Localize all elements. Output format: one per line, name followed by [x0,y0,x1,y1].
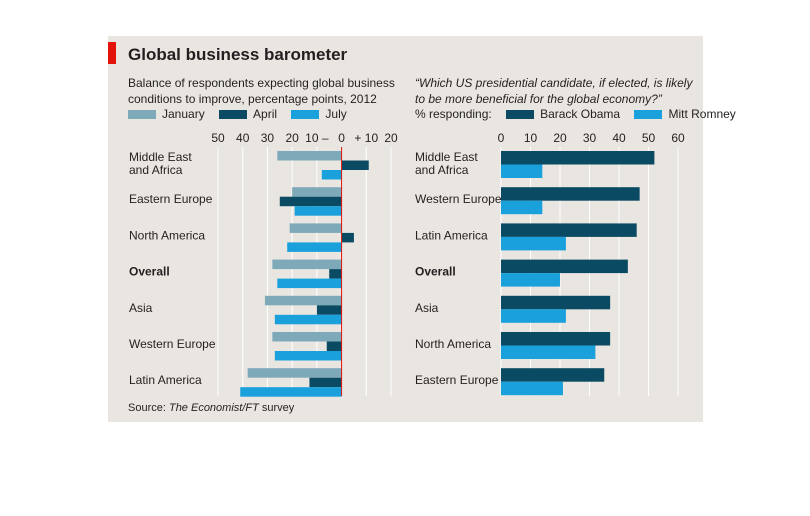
bar-mitt-romney [501,164,543,178]
bar-april [326,341,342,351]
x-tick-label: 10 – [305,131,329,145]
category-label: North America [129,228,205,242]
category-label: Asia [129,301,153,315]
legend-obama: Barack Obama [506,107,620,121]
bar-april [341,160,369,170]
bar-mitt-romney [501,381,563,396]
bar-january [277,151,342,161]
source-prefix: Source: [128,402,169,414]
x-tick-label: 50 [211,131,225,145]
bar-mitt-romney [501,273,560,287]
legend-romney-swatch [634,110,663,120]
bar-barack-obama [501,187,640,201]
right-chart: 0 10 20 30 40 50 60 Middle East and Africa Wester… [415,131,685,396]
bar-january [272,259,342,270]
bar-barack-obama [501,332,611,346]
legend-april: April [219,107,277,121]
bar-january [247,368,342,378]
x-tick-label: 40 [612,131,626,145]
legend-july-swatch [291,110,320,120]
legend-obama-label: Barack Obama [540,107,621,121]
right-subtitle-line2: to be more beneficial for the global eco… [415,92,662,106]
bar-barack-obama [501,223,637,237]
bar-barack-obama [501,151,655,165]
bar-april [329,269,342,279]
bar-april [309,377,342,388]
category-label: Middle East and Africa [129,150,192,177]
category-label: Overall [129,265,170,279]
x-tick-label: 0 [498,131,505,145]
category-label: Overall [415,265,456,279]
bar-barack-obama [501,368,605,382]
x-tick-label: 10 [524,131,538,145]
legend-july: July [291,107,347,121]
legend-romney-label: Mitt Romney [668,107,736,121]
brand-red-tag [108,42,116,64]
bar-april [279,196,342,207]
bar-barack-obama [501,295,611,310]
bar-april [341,232,354,243]
category-label: Eastern Europe [415,373,499,387]
x-tick-label: 20 [553,131,567,145]
category-label: Asia [415,301,439,315]
legend-romney: Mitt Romney [634,107,736,121]
bar-july [274,351,342,361]
bar-april [316,305,342,315]
x-tick-label: 40 [236,131,250,145]
bar-mitt-romney [501,345,596,359]
bar-january [272,332,342,342]
x-tick-label: 50 [642,131,656,145]
legend-obama-swatch [506,110,535,120]
x-tick-label: 0 [338,131,345,145]
legend-january: January [128,107,205,121]
left-subtitle-line2: conditions to improve, percentage points… [128,92,377,106]
legend-january-swatch [128,110,156,120]
bar-january [292,187,342,197]
bar-mitt-romney [501,236,566,251]
bar-january [289,223,342,233]
legend-april-swatch [219,110,248,120]
bar-mitt-romney [501,309,566,323]
legend-july-label: July [325,107,347,121]
left-subtitle-line1: Balance of respondents expecting global … [128,76,395,90]
right-legend: % responding: Barack Obama Mitt Romney [415,107,747,121]
bar-july [274,314,342,325]
page-title: Global business barometer [128,45,348,64]
x-tick-label: 60 [671,131,685,145]
legend-prefix: % responding: [415,107,492,121]
right-chart-subtitle: “Which US presidential candidate, if ele… [415,75,692,107]
x-tick-label: 30 [261,131,275,145]
bar-july [240,387,342,397]
x-tick-label: 30 [583,131,597,145]
bar-july [277,278,342,289]
category-label: North America [415,337,491,351]
source-note: Source: The Economist/FT survey [128,402,294,414]
x-tick-label: 20 [285,131,299,145]
category-label: Latin America [129,373,202,387]
x-tick-label: + 10 [354,131,378,145]
x-tick-label: 20 [384,131,398,145]
source-suffix: survey [258,402,295,414]
left-chart-subtitle: Balance of respondents expecting global … [128,75,395,107]
category-label: Western Europe [415,192,502,206]
legend-january-label: January [162,107,205,121]
category-label: Western Europe [129,337,216,351]
bar-july [287,242,342,252]
left-legend: January April July [128,107,358,121]
source-name: The Economist/FT [168,402,259,414]
category-label: Middle East and Africa [415,150,478,177]
category-label: Eastern Europe [129,192,213,206]
bar-mitt-romney [501,200,543,215]
left-chart: 50 40 30 20 10 – 0 + 10 20 Middle East and Africa… [129,131,398,397]
bar-barack-obama [501,259,628,274]
bar-january [264,295,342,306]
right-subtitle-line1: “Which US presidential candidate, if ele… [415,76,693,90]
category-label: Latin America [415,228,488,242]
bar-july [294,206,342,216]
legend-april-label: April [253,107,278,121]
bar-july [321,170,342,180]
